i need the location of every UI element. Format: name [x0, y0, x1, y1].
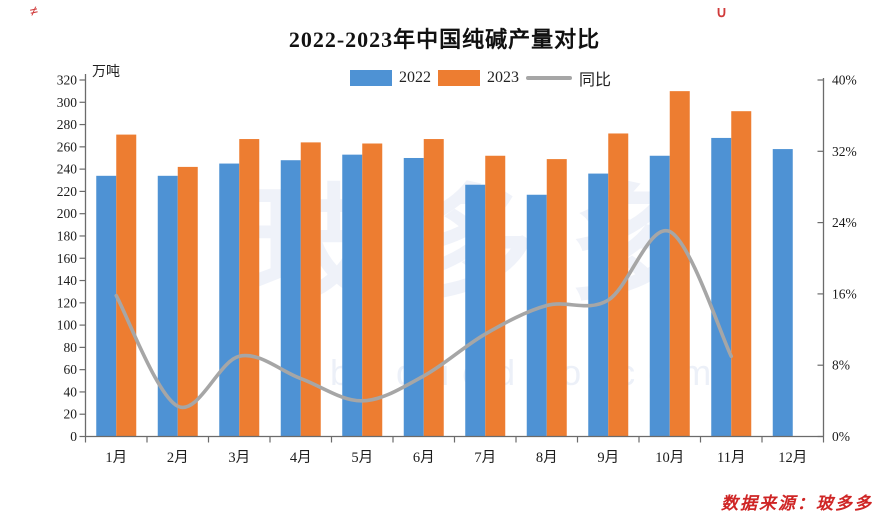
legend-swatch-2023 [438, 70, 480, 86]
right-axis-tick-label: 40% [832, 73, 857, 88]
bar-2022-8月 [526, 194, 547, 437]
bar-2023-4月 [300, 142, 321, 437]
right-axis-tick-label: 16% [832, 286, 857, 301]
bar-2022-7月 [465, 184, 486, 437]
bar-2022-4月 [280, 160, 301, 437]
legend-label-2022: 2022 [399, 69, 431, 86]
x-axis-month-label: 8月 [536, 450, 558, 466]
chart-legend: 2022 2023 同比 [350, 66, 611, 90]
bar-2023-6月 [423, 139, 444, 437]
left-axis-tick-label: 0 [70, 429, 77, 444]
x-axis-month-label: 4月 [290, 450, 312, 466]
right-axis-tick-label: 32% [832, 144, 857, 159]
left-axis-tick-label: 180 [57, 228, 78, 243]
bar-2022-10月 [649, 155, 670, 437]
left-axis-tick-label: 20 [64, 407, 78, 422]
left-axis-tick-label: 220 [57, 184, 78, 199]
right-axis-tick-label: 8% [832, 358, 850, 373]
x-axis-month-label: 11月 [717, 450, 745, 466]
left-axis-unit-label: 万吨 [92, 65, 120, 80]
bar-2023-3月 [239, 139, 260, 437]
legend-swatch-yoy-line [526, 76, 572, 80]
bar-2022-3月 [219, 163, 240, 437]
data-source-note: 数据来源：玻多多 [721, 494, 873, 513]
bar-2023-7月 [485, 155, 506, 437]
x-axis-month-label: 12月 [778, 450, 807, 466]
left-axis-tick-label: 160 [57, 251, 78, 266]
legend-swatch-2022 [350, 70, 392, 86]
left-axis-tick-label: 320 [57, 73, 78, 88]
bar-2023-11月 [731, 111, 752, 437]
left-axis-tick-label: 300 [57, 95, 78, 110]
left-axis-tick-label: 40 [64, 384, 78, 399]
bar-2022-6月 [403, 157, 424, 437]
right-axis-tick-label: 0% [832, 429, 850, 444]
x-axis-month-label: 10月 [655, 450, 684, 466]
bar-2023-8月 [546, 159, 567, 437]
bar-2023-5月 [362, 143, 383, 437]
bar-2022-12月 [772, 149, 793, 437]
left-axis-tick-label: 240 [57, 162, 78, 177]
bar-2023-10月 [669, 91, 690, 437]
x-axis-month-label: 2月 [167, 450, 189, 466]
bar-2022-2月 [157, 175, 178, 437]
x-axis-month-label: 5月 [351, 450, 373, 466]
x-axis-month-label: 7月 [474, 450, 496, 466]
bar-2023-1月 [116, 134, 137, 437]
legend-label-2023: 2023 [487, 69, 519, 86]
bar-2023-2月 [177, 166, 198, 437]
left-axis-tick-label: 280 [57, 117, 78, 132]
chart-title: 2022-2023年中国纯碱产量对比 [288, 27, 601, 52]
left-axis-tick-label: 120 [57, 295, 78, 310]
left-axis-tick-label: 200 [57, 206, 78, 221]
x-axis-month-label: 3月 [228, 450, 250, 466]
left-axis-tick-label: 260 [57, 139, 78, 154]
x-axis-month-label: 1月 [105, 450, 127, 466]
x-axis-month-label: 6月 [413, 450, 435, 466]
yoy-trend-line [114, 228, 734, 410]
bar-2022-5月 [342, 154, 363, 437]
x-axis-month-label: 9月 [597, 450, 619, 466]
left-axis-tick-label: 100 [57, 318, 78, 333]
bar-2022-11月 [711, 137, 732, 437]
bar-2022-1月 [96, 175, 117, 437]
bar-2023-9月 [608, 133, 629, 437]
left-axis-tick-label: 60 [64, 362, 78, 377]
right-axis-tick-label: 24% [832, 215, 857, 230]
legend-label-yoy: 同比 [579, 72, 612, 89]
left-axis-tick-label: 140 [57, 273, 78, 288]
left-axis-tick-label: 80 [64, 340, 78, 355]
red-corner-mark-right: ∪ [716, 5, 727, 21]
